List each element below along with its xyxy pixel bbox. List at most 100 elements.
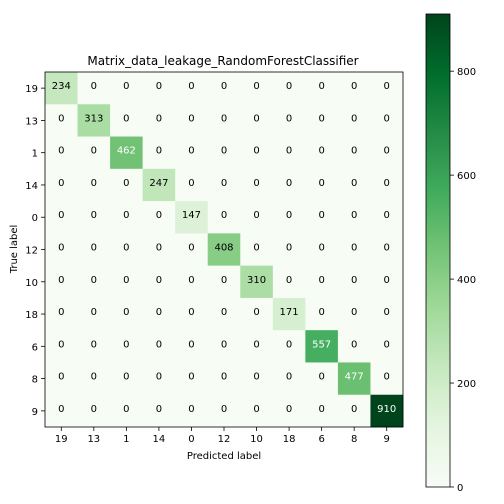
heatmap-cell	[240, 265, 274, 299]
heatmap-cell	[110, 72, 143, 105]
cell-value-label: 0	[286, 404, 292, 415]
cell-value-label: 0	[253, 372, 259, 383]
heatmap-cell	[175, 362, 209, 396]
heatmap-cell	[337, 104, 371, 137]
heatmap-cell	[77, 330, 111, 363]
heatmap-cell	[142, 265, 176, 299]
cell-value-label: 462	[117, 146, 136, 157]
heatmap-cell	[45, 394, 78, 428]
heatmap-cell	[240, 104, 274, 137]
cell-value-label: 0	[123, 404, 129, 415]
heatmap-cell	[110, 362, 143, 396]
cell-value-label: 0	[156, 404, 162, 415]
cell-value-label: 0	[221, 81, 227, 92]
cell-value-label: 0	[123, 113, 129, 124]
heatmap-cell	[272, 265, 306, 299]
cell-value-label: 313	[84, 113, 103, 124]
cell-value-label: 0	[221, 372, 227, 383]
cell-value-label: 0	[221, 210, 227, 221]
cell-value-label: 0	[123, 210, 129, 221]
cell-value-label: 0	[91, 404, 97, 415]
cell-value-label: 0	[253, 210, 259, 221]
cell-value-label: 0	[351, 146, 357, 157]
heatmap-cell	[207, 330, 241, 363]
cell-value-label: 0	[123, 275, 129, 286]
heatmap-cell	[272, 233, 306, 266]
heatmap-cell	[305, 297, 339, 331]
heatmap-cell	[110, 104, 143, 137]
cell-value-label: 0	[188, 372, 194, 383]
colorbar-tick-label: 800	[457, 67, 476, 78]
cell-value-label: 0	[156, 81, 162, 92]
heatmap-cell	[240, 394, 274, 428]
heatmap-cell	[305, 104, 339, 137]
heatmap-cell	[77, 297, 111, 331]
cell-value-label: 0	[253, 339, 259, 350]
heatmap-cell	[305, 136, 339, 170]
heatmap-cell	[305, 168, 339, 202]
colorbar-tick-label: 200	[457, 379, 476, 390]
cell-value-label: 0	[156, 146, 162, 157]
heatmap-cell	[240, 233, 274, 266]
cell-value-label: 0	[318, 404, 324, 415]
cell-value-label: 0	[384, 178, 390, 189]
cell-value-label: 0	[58, 178, 64, 189]
x-tick-label: 6	[318, 434, 324, 445]
heatmap-cell	[207, 394, 241, 428]
cell-value-label: 0	[351, 275, 357, 286]
heatmap-cell	[370, 201, 404, 234]
cell-value-label: 0	[318, 146, 324, 157]
heatmap-cell	[175, 265, 209, 299]
heatmap-cell	[45, 330, 78, 363]
cell-value-label: 0	[58, 113, 64, 124]
cell-value-label: 0	[286, 210, 292, 221]
heatmap-cell	[370, 330, 404, 363]
cell-value-label: 234	[52, 81, 71, 92]
heatmap-cell	[207, 104, 241, 137]
cell-value-label: 0	[91, 372, 97, 383]
heatmap-cell	[337, 201, 371, 234]
cell-value-label: 0	[58, 372, 64, 383]
heatmap-cell	[305, 330, 339, 363]
heatmap-cell	[370, 168, 404, 202]
heatmap-cell	[110, 330, 143, 363]
cell-value-label: 0	[58, 210, 64, 221]
heatmap-cell	[175, 136, 209, 170]
cell-value-label: 0	[188, 404, 194, 415]
cell-value-label: 0	[188, 307, 194, 318]
heatmap-cell	[207, 297, 241, 331]
cell-value-label: 0	[58, 404, 64, 415]
cell-value-label: 0	[318, 178, 324, 189]
heatmap-cell	[175, 72, 209, 105]
cell-value-label: 0	[188, 243, 194, 254]
cell-value-label: 477	[345, 372, 364, 383]
heatmap-cell	[45, 72, 78, 105]
y-tick-label: 14	[25, 181, 38, 192]
heatmap-cell	[240, 330, 274, 363]
heatmap-cell	[142, 362, 176, 396]
heatmap-cell	[110, 168, 143, 202]
cell-value-label: 0	[351, 178, 357, 189]
cell-value-label: 0	[123, 178, 129, 189]
cell-value-label: 0	[318, 243, 324, 254]
cell-value-label: 0	[286, 275, 292, 286]
heatmap-cell	[272, 201, 306, 234]
cell-value-label: 0	[253, 81, 259, 92]
cell-value-label: 0	[351, 307, 357, 318]
heatmap-cell	[240, 72, 274, 105]
heatmap-cell	[45, 201, 78, 234]
heatmap-cell	[370, 104, 404, 137]
heatmap-cell	[337, 136, 371, 170]
heatmap-cell	[110, 201, 143, 234]
heatmap-cell	[175, 168, 209, 202]
cell-value-label: 247	[149, 178, 168, 189]
cell-value-label: 0	[253, 146, 259, 157]
heatmap-cell	[272, 104, 306, 137]
x-tick-label: 12	[218, 434, 231, 445]
cell-value-label: 0	[351, 81, 357, 92]
x-tick-label: 9	[384, 434, 390, 445]
heatmap-cell	[45, 136, 78, 170]
cell-value-label: 0	[91, 210, 97, 221]
heatmap-cell	[142, 72, 176, 105]
